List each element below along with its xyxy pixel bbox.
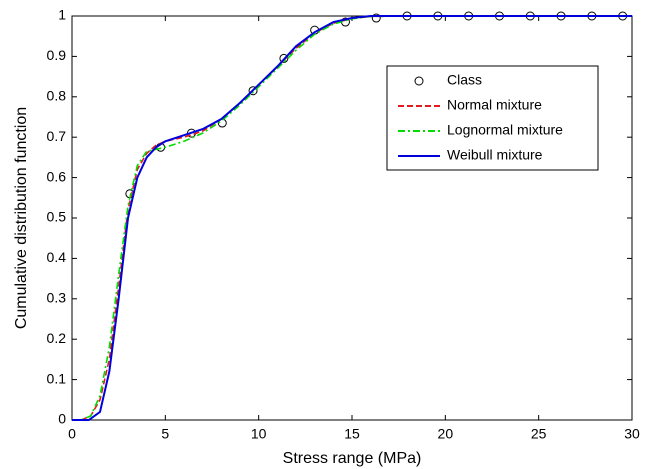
y-tick-label: 0.8	[47, 88, 67, 104]
data-point	[279, 53, 289, 63]
legend-label: Normal mixture	[447, 97, 542, 113]
y-tick-label: 0.4	[47, 249, 67, 265]
y-tick-label: 0.3	[47, 290, 67, 306]
y-tick-label: 0	[58, 411, 66, 427]
data-point	[248, 86, 258, 96]
x-tick-label: 0	[68, 426, 76, 442]
x-axis-title: Stress range (MPa)	[283, 450, 422, 467]
y-tick-label: 0.1	[47, 370, 67, 386]
legend-marker	[414, 76, 424, 86]
legend-label: Lognormal mixture	[447, 122, 563, 138]
y-tick-label: 0.6	[47, 168, 67, 184]
legend-label: Weibull mixture	[447, 147, 543, 163]
y-tick-label: 1	[58, 7, 66, 23]
x-tick-label: 20	[438, 426, 454, 442]
x-tick-label: 15	[344, 426, 360, 442]
y-tick-label: 0.2	[47, 330, 67, 346]
y-tick-label: 0.9	[47, 47, 67, 63]
y-tick-label: 0.5	[47, 209, 67, 225]
x-tick-label: 5	[161, 426, 169, 442]
x-tick-label: 30	[624, 426, 640, 442]
x-tick-label: 25	[531, 426, 547, 442]
y-axis-title: Cumulative distribution function	[13, 107, 30, 329]
legend-label: Class	[447, 72, 482, 88]
data-point	[371, 13, 381, 23]
y-tick-label: 0.7	[47, 128, 67, 144]
data-line	[72, 15, 632, 421]
x-tick-label: 10	[251, 426, 267, 442]
